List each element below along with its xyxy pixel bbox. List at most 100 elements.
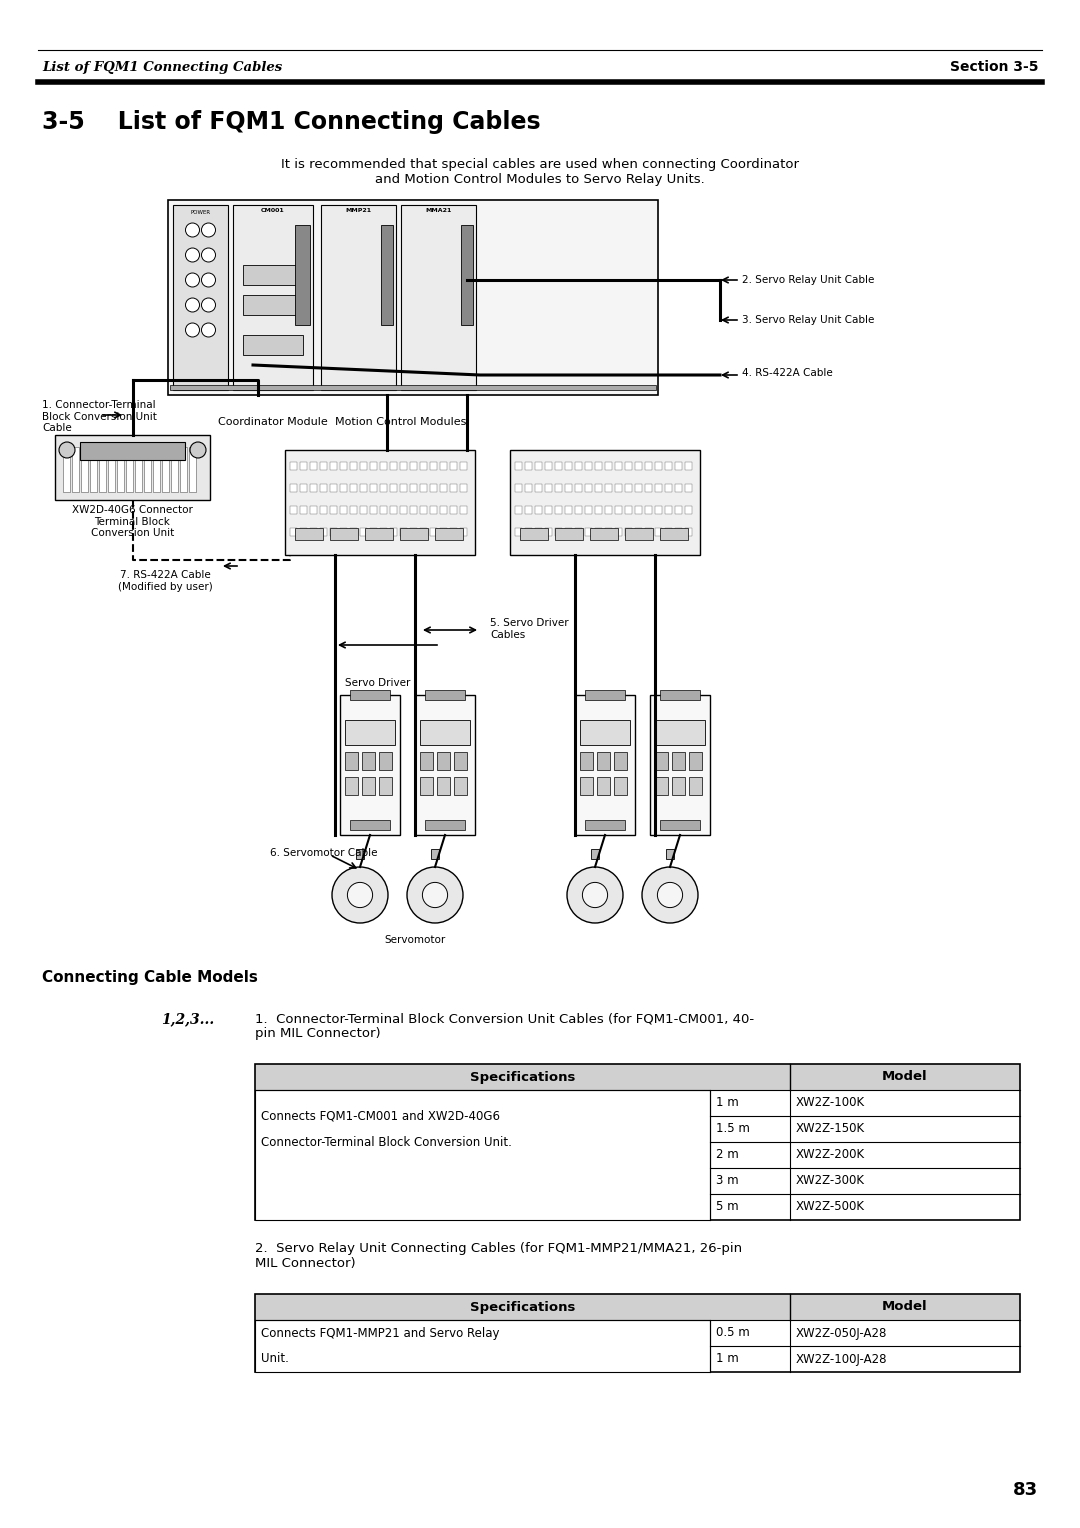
Bar (291, 506, 297, 513)
Bar (430, 484, 437, 492)
Bar (535, 484, 542, 492)
Bar (615, 461, 622, 471)
Bar (300, 484, 307, 492)
Bar (535, 506, 542, 513)
Bar (575, 695, 635, 834)
Circle shape (348, 882, 373, 908)
Bar (545, 484, 552, 492)
Bar (675, 461, 681, 471)
Bar (401, 205, 476, 390)
Bar (535, 529, 542, 536)
Bar (675, 506, 681, 513)
Bar (80, 442, 185, 460)
Text: XW2Z-500K: XW2Z-500K (796, 1201, 865, 1213)
Bar (285, 451, 475, 555)
Bar (654, 529, 662, 536)
Bar (515, 506, 522, 513)
Bar (555, 529, 562, 536)
Bar (654, 484, 662, 492)
Circle shape (582, 882, 608, 908)
Text: XW2D-40G6 Connector
Terminal Block
Conversion Unit: XW2D-40G6 Connector Terminal Block Conve… (72, 504, 193, 538)
Bar (454, 778, 467, 795)
Bar (420, 461, 427, 471)
Text: It is recommended that special cables are used when connecting Coordinator
and M: It is recommended that special cables ar… (281, 157, 799, 186)
Circle shape (202, 322, 216, 338)
Text: Model: Model (882, 1071, 928, 1083)
Bar (591, 850, 599, 859)
Bar (654, 506, 662, 513)
Bar (126, 448, 133, 492)
Bar (400, 529, 407, 536)
Bar (350, 691, 390, 700)
Bar (515, 461, 522, 471)
Bar (171, 448, 178, 492)
Circle shape (658, 882, 683, 908)
Bar (362, 778, 375, 795)
Bar (390, 529, 397, 536)
Bar (360, 529, 367, 536)
Bar (460, 529, 467, 536)
Text: XW2Z-100J-A28: XW2Z-100J-A28 (796, 1352, 888, 1366)
Bar (300, 529, 307, 536)
Bar (660, 691, 700, 700)
Bar (437, 752, 450, 770)
Circle shape (59, 442, 75, 458)
Bar (625, 506, 632, 513)
Text: Unit.: Unit. (261, 1352, 288, 1366)
Bar (310, 529, 318, 536)
Circle shape (202, 274, 216, 287)
Bar (461, 225, 473, 325)
Bar (525, 484, 532, 492)
Bar (330, 461, 337, 471)
Bar (555, 529, 583, 539)
Text: 2. Servo Relay Unit Cable: 2. Servo Relay Unit Cable (742, 275, 875, 286)
Bar (545, 461, 552, 471)
Bar (345, 720, 395, 746)
Bar (90, 448, 97, 492)
Bar (170, 385, 656, 390)
Bar (390, 484, 397, 492)
Text: 3. Servo Relay Unit Cable: 3. Servo Relay Unit Cable (742, 315, 875, 325)
Bar (460, 484, 467, 492)
Bar (635, 529, 642, 536)
Bar (430, 461, 437, 471)
Bar (420, 720, 470, 746)
Text: 6. Servomotor Cable: 6. Servomotor Cable (270, 848, 378, 859)
Bar (625, 461, 632, 471)
Bar (430, 529, 437, 536)
Bar (450, 461, 457, 471)
Bar (615, 778, 627, 795)
Circle shape (422, 882, 447, 908)
Bar (400, 484, 407, 492)
Bar (650, 695, 710, 834)
Text: 4. RS-422A Cable: 4. RS-422A Cable (742, 368, 833, 377)
Bar (144, 448, 151, 492)
Bar (590, 529, 618, 539)
Text: Connects FQM1-CM001 and XW2D-40G6: Connects FQM1-CM001 and XW2D-40G6 (261, 1109, 500, 1123)
Text: 2 m: 2 m (716, 1149, 739, 1161)
Bar (72, 448, 79, 492)
Bar (580, 720, 630, 746)
Bar (665, 506, 672, 513)
Bar (585, 461, 592, 471)
Bar (585, 506, 592, 513)
Circle shape (186, 298, 200, 312)
Bar (426, 821, 465, 830)
Bar (173, 205, 228, 390)
Text: Coordinator Module: Coordinator Module (218, 417, 328, 426)
Bar (597, 752, 610, 770)
Text: CM001: CM001 (261, 208, 285, 212)
Bar (350, 506, 357, 513)
Text: Connects FQM1-MMP21 and Servo Relay: Connects FQM1-MMP21 and Servo Relay (261, 1326, 499, 1340)
Bar (350, 461, 357, 471)
Bar (660, 529, 688, 539)
Bar (380, 484, 387, 492)
Bar (605, 484, 612, 492)
Text: Connector-Terminal Block Conversion Unit.: Connector-Terminal Block Conversion Unit… (261, 1135, 512, 1149)
Bar (430, 506, 437, 513)
Bar (565, 506, 572, 513)
Bar (63, 448, 70, 492)
Bar (666, 850, 674, 859)
Bar (595, 529, 602, 536)
Bar (689, 778, 702, 795)
